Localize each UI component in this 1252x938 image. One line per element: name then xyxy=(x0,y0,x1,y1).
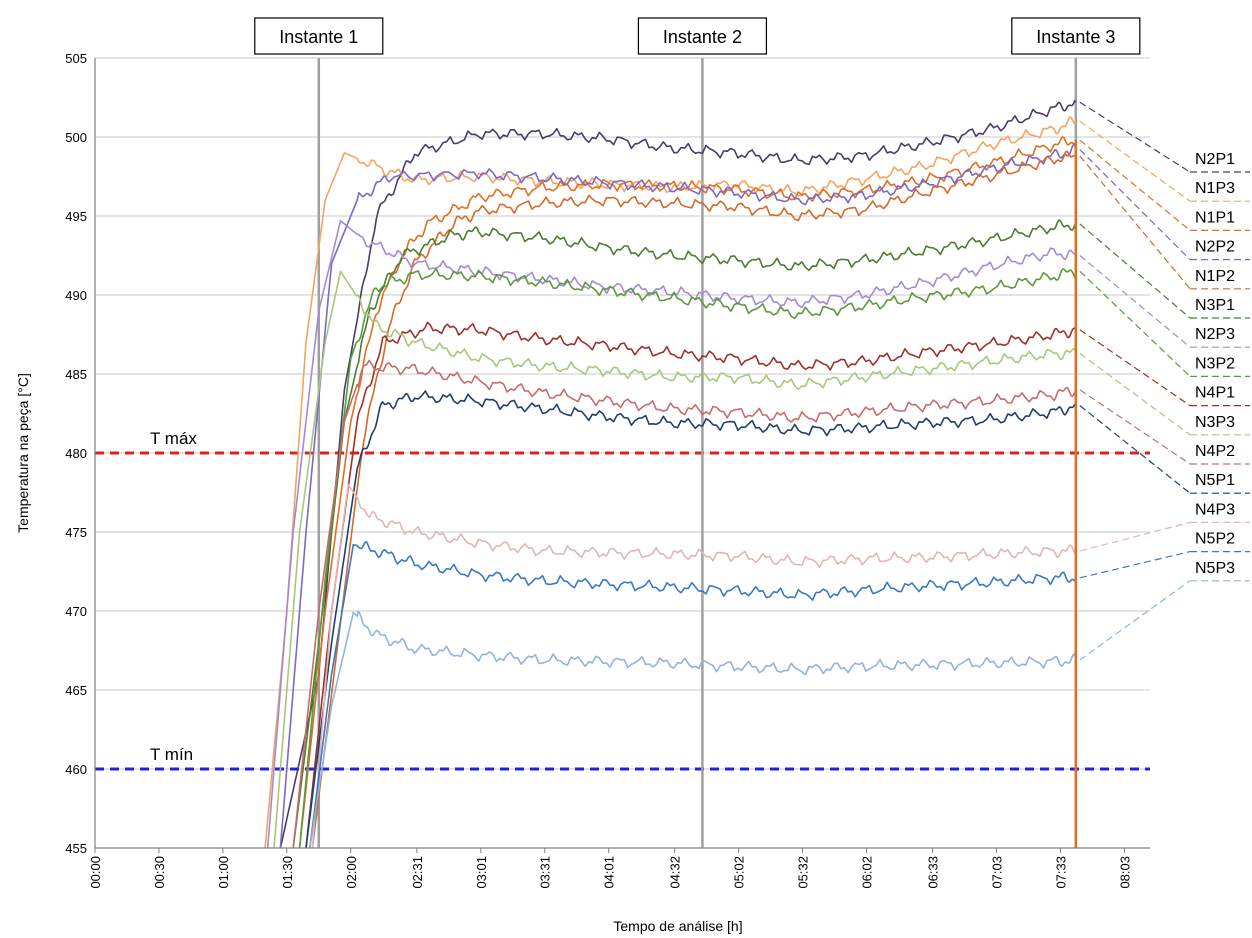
legend-entry-n1p1: N1P1 xyxy=(1195,209,1235,226)
instant-label: Instante 1 xyxy=(279,27,358,47)
tick-labels: 455 460 465 470 475 480 485 490 495 500 505 00:00 00… xyxy=(65,51,1132,889)
y-tick-label: 490 xyxy=(65,288,87,303)
y-tick-label: 480 xyxy=(65,446,87,461)
reference-label: T máx xyxy=(150,429,197,448)
series-line-n1p1 xyxy=(298,136,1077,849)
legend-entry-n3p1: N3P1 xyxy=(1195,297,1235,314)
x-tick-label: 03:31 xyxy=(538,856,553,889)
reference-lines: T máx T mín xyxy=(95,429,1150,771)
y-tick-label: 460 xyxy=(65,762,87,777)
y-axis-label: Temperatura na peça [°C] xyxy=(15,373,31,533)
y-tick-label: 470 xyxy=(65,604,87,619)
series-line-n5p1 xyxy=(305,390,1077,849)
y-tick-label: 465 xyxy=(65,683,87,698)
legend-entry-n1p2: N1P2 xyxy=(1195,268,1235,285)
y-tick-label: 500 xyxy=(65,130,87,145)
legend-entry-n4p1: N4P1 xyxy=(1195,385,1235,402)
y-tick-label: 455 xyxy=(65,841,87,856)
x-tick-label: 02:00 xyxy=(344,856,359,889)
x-tick-label: 03:01 xyxy=(474,856,489,889)
y-tick-label: 475 xyxy=(65,525,87,540)
x-tick-label: 06:33 xyxy=(926,856,941,889)
legend-connector xyxy=(1079,521,1191,552)
legend-entry-n2p2: N2P2 xyxy=(1195,239,1235,256)
series-lines xyxy=(264,100,1078,849)
legend-connector xyxy=(1079,139,1191,231)
legend-connector xyxy=(1079,255,1191,348)
series-line-n3p2 xyxy=(298,268,1077,849)
series-line-n3p3 xyxy=(273,270,1077,849)
axes xyxy=(94,58,1150,849)
legend-entry-n3p2: N3P2 xyxy=(1195,355,1235,372)
series-line-n2p1 xyxy=(279,100,1077,849)
x-tick-label: 02:31 xyxy=(410,856,425,889)
legend-connector xyxy=(1079,580,1191,661)
x-tick-label: 05:32 xyxy=(796,856,811,889)
y-tick-label: 485 xyxy=(65,367,87,382)
legend-connector xyxy=(1079,155,1191,290)
x-tick-label: 01:30 xyxy=(280,856,295,889)
reference-label: T mín xyxy=(150,745,193,764)
legend-entry-n5p1: N5P1 xyxy=(1195,472,1235,489)
legend-entry-n2p3: N2P3 xyxy=(1195,326,1235,343)
legend-entry-n5p3: N5P3 xyxy=(1195,560,1235,577)
legend-connector xyxy=(1079,352,1191,436)
x-tick-label: 00:00 xyxy=(88,856,103,889)
instant-box xyxy=(637,17,768,55)
legend-connector xyxy=(1079,149,1191,261)
x-tick-label: 07:03 xyxy=(990,856,1005,889)
legend-connector xyxy=(1079,223,1191,319)
y-tick-label: 505 xyxy=(65,51,87,66)
instant-box xyxy=(1011,17,1141,55)
series-line-n2p3 xyxy=(266,219,1077,849)
legend-entry-n1p3: N1P3 xyxy=(1195,180,1235,197)
legend-entry-n3p3: N3P3 xyxy=(1195,414,1235,431)
series-line-n4p3 xyxy=(311,483,1077,849)
legend-connector xyxy=(1079,551,1191,579)
legend-entry-n2p1: N2P1 xyxy=(1195,151,1235,168)
series-line-n1p3 xyxy=(264,116,1077,849)
x-tick-label: 08:03 xyxy=(1117,856,1132,889)
legend-entry-n5p2: N5P2 xyxy=(1195,531,1235,548)
x-axis-label: Tempo de análise [h] xyxy=(613,918,742,934)
x-tick-label: 00:30 xyxy=(152,856,167,889)
x-tick-label: 04:01 xyxy=(602,856,617,889)
series-line-n5p3 xyxy=(309,610,1077,849)
x-tick-label: 05:02 xyxy=(732,856,747,889)
series-line-n1p2 xyxy=(311,150,1076,849)
series-line-n2p2 xyxy=(279,143,1077,849)
y-tick-label: 495 xyxy=(65,209,87,224)
legend-connector xyxy=(1079,120,1191,202)
x-tick-label: 07:33 xyxy=(1053,856,1068,889)
legend-connector xyxy=(1079,270,1191,377)
series-line-n4p1 xyxy=(305,321,1077,849)
x-tick-label: 06:02 xyxy=(859,856,874,889)
legend-entry-n4p3: N4P3 xyxy=(1195,501,1235,518)
series-line-n4p2 xyxy=(292,359,1077,849)
legend-connector xyxy=(1079,329,1191,407)
series-line-n3p1 xyxy=(292,219,1077,849)
x-tick-label: 01:00 xyxy=(216,856,231,889)
x-tick-label: 04:32 xyxy=(668,856,683,889)
series-line-n5p2 xyxy=(309,541,1077,849)
legend: N2P1 N1P3 N1P1 N2P2 N1P2 N3P1 N2P3 N3P2 N4P1 N3P3… xyxy=(1079,101,1250,661)
legend-connector xyxy=(1079,389,1191,465)
instant-label: Instante 2 xyxy=(663,27,742,47)
legend-entry-n4p2: N4P2 xyxy=(1195,443,1235,460)
instant-label: Instante 3 xyxy=(1036,27,1115,47)
legend-connector xyxy=(1079,405,1191,494)
instant-markers: Instante 1 Instante 2 Instante 3 xyxy=(254,17,1141,848)
instant-box xyxy=(254,17,384,55)
